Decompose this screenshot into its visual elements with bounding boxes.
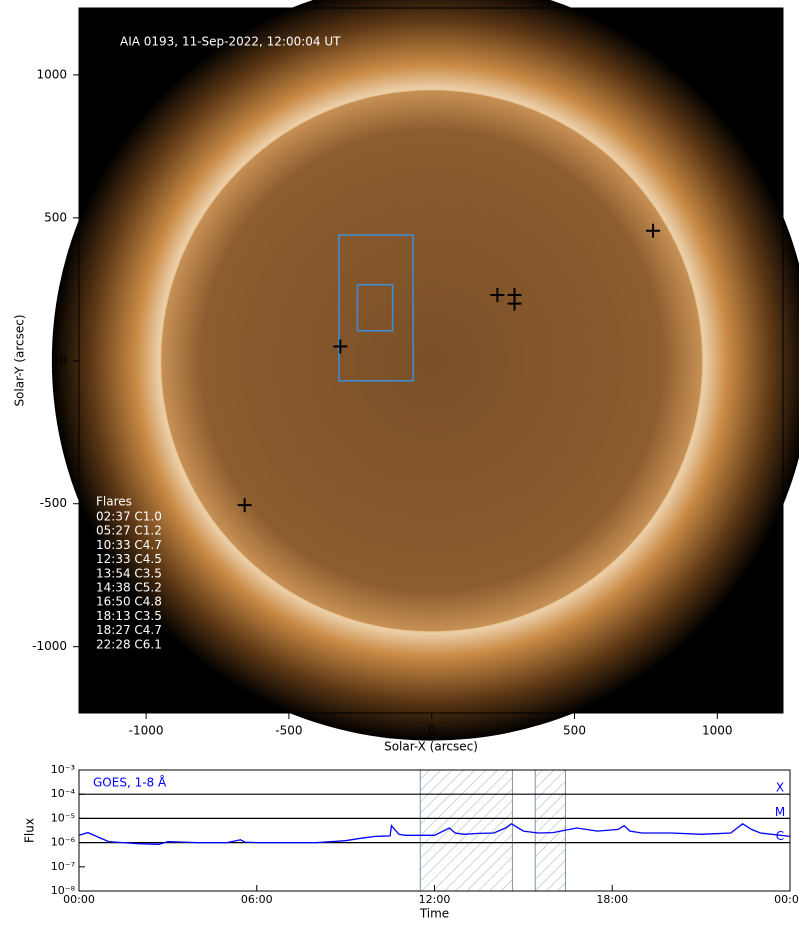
flare-list-entry: 18:13 C3.5 <box>96 609 162 623</box>
y-tick-label: 10⁻⁷ <box>51 860 75 873</box>
flare-marker <box>237 498 252 513</box>
y-tick-label: 1000 <box>36 67 67 81</box>
flare-list-entry: 16:50 C4.8 <box>96 595 162 609</box>
flare-marker <box>507 296 522 311</box>
y-axis-label: Flux <box>23 818 37 843</box>
flare-list-entry: 22:28 C6.1 <box>96 637 162 651</box>
flare-list-entry: 10:33 C4.7 <box>96 538 162 552</box>
class-level-label: X <box>776 781 784 795</box>
flare-list-entry: 13:54 C3.5 <box>96 566 162 580</box>
solar-disk <box>159 88 704 633</box>
y-tick-label: 500 <box>44 210 67 224</box>
x-axis-label: Solar-X (arcsec) <box>384 740 478 754</box>
x-tick-label: 06:00 <box>241 893 273 906</box>
shaded-interval <box>534 769 566 892</box>
y-axis-label: Solar-Y (arcsec) <box>13 314 27 406</box>
flare-list-entry: 05:27 C1.2 <box>96 524 162 538</box>
annotation: AIA 0193, 11-Sep-2022, 12:00:04 UT <box>120 35 341 49</box>
y-tick-label: 10⁻⁴ <box>51 787 76 800</box>
x-tick-label: 00:00 <box>63 893 95 906</box>
x-tick-label: 18:00 <box>596 893 628 906</box>
x-tick-label: 00:00 <box>774 893 799 906</box>
flare-list-entry: 14:38 C5.2 <box>96 581 162 595</box>
y-tick-label: -1000 <box>32 639 67 653</box>
y-tick-label: -500 <box>40 496 67 510</box>
region-box <box>338 234 414 382</box>
region-box <box>356 283 394 332</box>
x-tick-label: -500 <box>275 724 302 738</box>
legend-label: GOES, 1-8 Å <box>93 775 167 790</box>
flare-list-entry: 12:33 C4.5 <box>96 552 162 566</box>
flare-marker <box>333 339 348 354</box>
y-tick-label: 10⁻⁸ <box>51 884 76 897</box>
flare-list-entry: 02:37 C1.0 <box>96 510 162 524</box>
flux-line <box>78 823 791 845</box>
flare-list-entry: 18:27 C4.7 <box>96 623 162 637</box>
x-tick-label: -1000 <box>129 724 164 738</box>
flare-marker <box>646 223 661 238</box>
x-tick-label: 12:00 <box>419 893 451 906</box>
y-tick-label: 10⁻⁵ <box>51 811 75 824</box>
axes-frame <box>78 769 791 892</box>
flare-list-title: Flares <box>96 495 132 509</box>
class-level-label: C <box>776 829 784 843</box>
y-tick-label: 0 <box>59 353 67 367</box>
axes-frame <box>78 7 784 714</box>
x-axis-label: Time <box>419 907 449 921</box>
flare-marker <box>490 288 505 303</box>
x-tick-label: 0 <box>428 724 436 738</box>
class-level-label: M <box>775 805 785 819</box>
x-tick-label: 1000 <box>702 724 733 738</box>
y-tick-label: 10⁻³ <box>51 763 75 776</box>
y-tick-label: 10⁻⁶ <box>51 836 76 849</box>
x-tick-label: 500 <box>563 724 586 738</box>
